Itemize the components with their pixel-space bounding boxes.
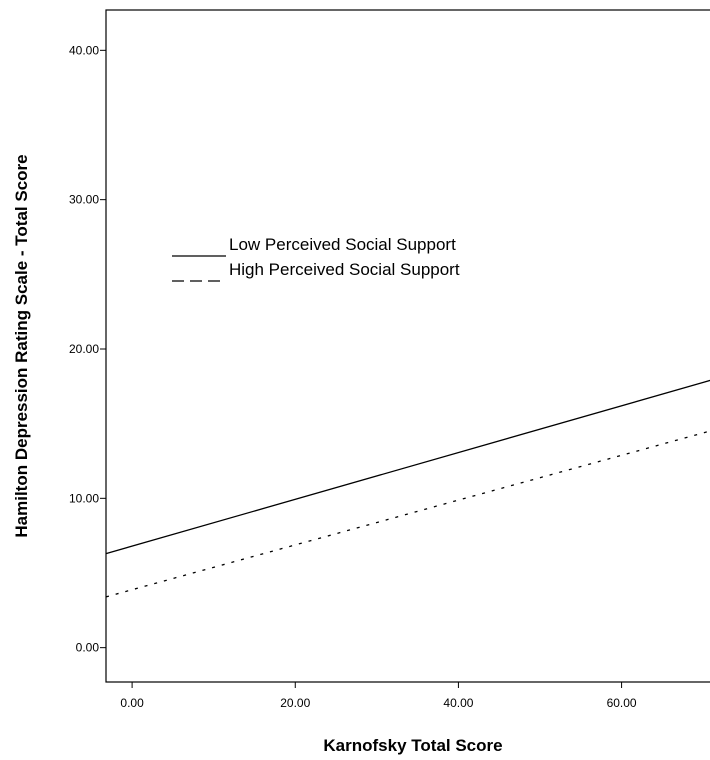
legend-label-low-support: Low Perceived Social Support [229,235,456,254]
y-tick-label: 10.00 [69,491,99,505]
series-line-low-support [105,379,710,555]
y-tick-label: 40.00 [69,43,99,57]
x-tick-label: 60.00 [607,696,637,710]
x-axis-label: Karnofsky Total Score [323,736,502,755]
series-layer [105,379,710,598]
x-tick-label: 20.00 [280,696,310,710]
plot-frame [105,9,710,683]
series-line-high-support [105,430,710,598]
y-axis-label: Hamilton Depression Rating Scale - Total… [12,154,31,537]
x-tick-label: 40.00 [443,696,473,710]
x-axis-ticks: 0.00 20.00 40.00 60.00 [120,682,637,710]
y-tick-label: 20.00 [69,342,99,356]
y-tick-label: 0.00 [76,641,100,655]
legend: Low Perceived Social Support High Percei… [172,235,460,282]
y-axis-ticks: 0.00 10.00 20.00 30.00 40.00 [69,43,106,655]
y-tick-label: 30.00 [69,193,99,207]
x-tick-label: 0.00 [120,696,144,710]
legend-label-high-support: High Perceived Social Support [229,260,460,279]
